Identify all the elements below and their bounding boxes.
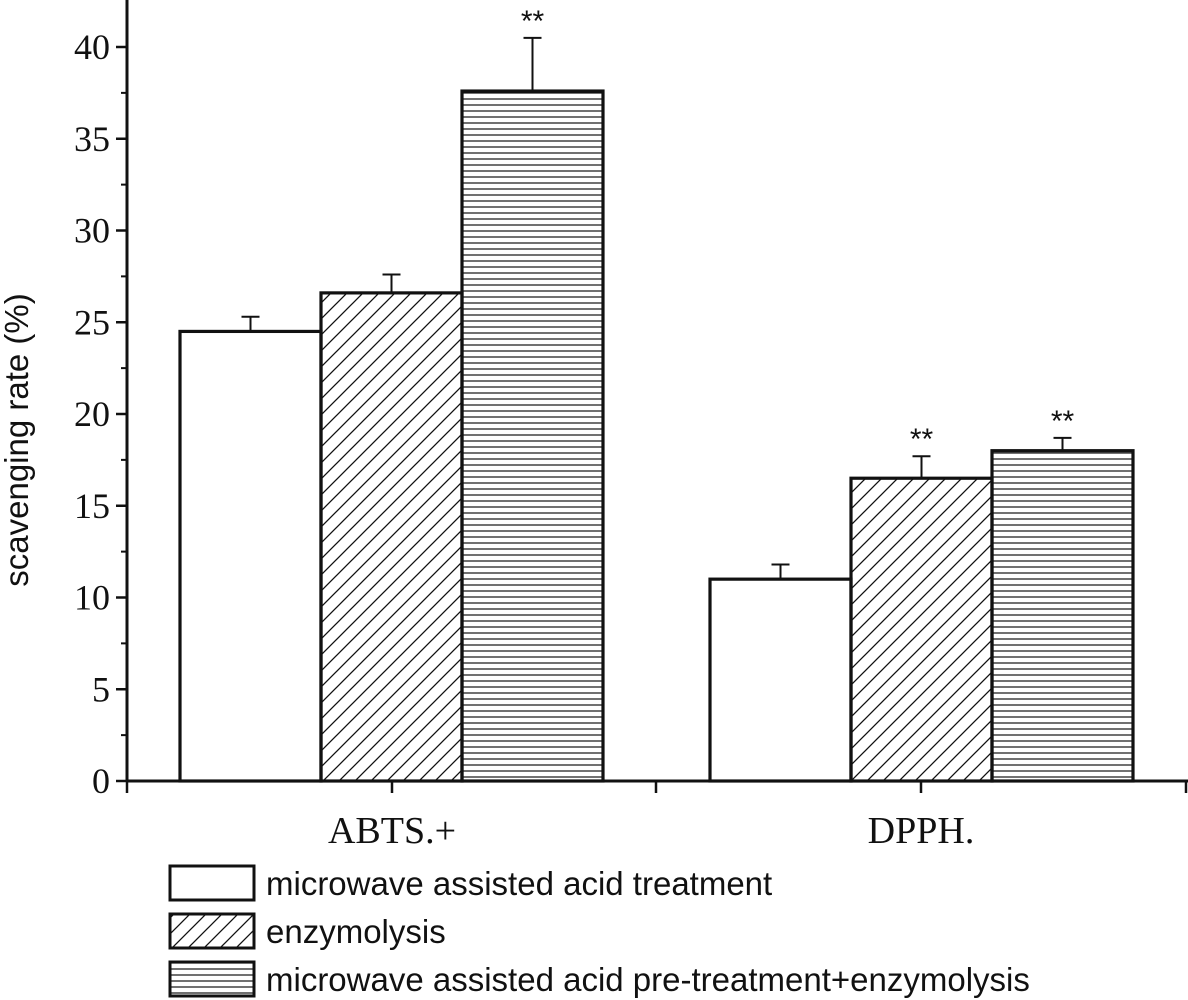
bar	[708, 577, 853, 783]
y-tick-label: 30	[74, 211, 110, 251]
legend-label: microwave assisted acid treatment	[266, 865, 772, 902]
legend-swatch	[168, 912, 256, 950]
bar	[178, 329, 323, 783]
bar	[990, 449, 1135, 783]
y-axis-title: scavenging rate (%)	[0, 293, 35, 586]
y-tick-label: 15	[74, 486, 110, 526]
y-tick-label: 0	[92, 761, 110, 801]
legend-label: enzymolysis	[266, 913, 446, 950]
x-axis: ABTS.+ DPPH.	[125, 779, 1188, 852]
y-tick-label: 35	[74, 119, 110, 159]
y-tick-label: 10	[74, 578, 110, 618]
legend-label: microwave assisted acid pre-treatment+en…	[266, 961, 1030, 998]
y-tick-label: 5	[92, 669, 110, 709]
legend-swatch	[168, 864, 256, 902]
bar	[319, 291, 464, 783]
y-tick-label: 25	[74, 302, 110, 342]
significance-label: **	[1051, 405, 1075, 438]
x-category-label: DPPH.	[868, 810, 975, 852]
significance-label: **	[910, 423, 934, 456]
y-tick-label: 40	[74, 27, 110, 67]
bar	[460, 89, 605, 783]
bar	[849, 476, 994, 783]
significance-label: **	[521, 5, 545, 38]
legend: microwave assisted acid treatment enzymol…	[168, 864, 1030, 998]
y-tick-label: 20	[74, 394, 110, 434]
y-axis: 0 5 10 15 20 25 30 35 40	[74, 0, 129, 801]
x-category-label: ABTS.+	[328, 810, 456, 852]
legend-swatch	[168, 960, 256, 998]
bars: ** ** **	[178, 5, 1135, 783]
